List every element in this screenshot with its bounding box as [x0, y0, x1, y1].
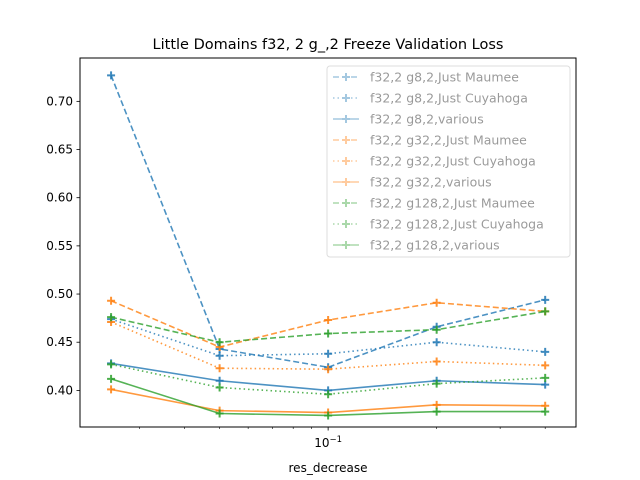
data-point [432, 357, 441, 366]
data-point [324, 329, 333, 338]
data-point [541, 307, 550, 316]
series-line [110, 363, 546, 396]
legend-marker [342, 199, 350, 207]
data-point [215, 383, 224, 392]
y-tick-label: 0.50 [46, 287, 73, 301]
y-tick-label: 0.55 [46, 239, 73, 253]
data-point [324, 365, 333, 374]
series-5 [107, 317, 550, 374]
legend-entry: f32,2 g8,2,various [333, 112, 484, 127]
data-point [215, 364, 224, 373]
legend-entry: f32,2 g8,2,Just Maumee [333, 70, 519, 85]
data-point [541, 380, 550, 389]
data-point [107, 313, 116, 322]
series-4 [107, 296, 550, 352]
y-tick-label: 0.45 [46, 335, 73, 349]
legend-label: f32,2 g8,2,Just Maumee [370, 70, 519, 85]
data-point [324, 411, 333, 420]
y-tick-label: 0.70 [46, 94, 73, 108]
legend-label: f32,2 g8,2,Just Cuyahoga [370, 91, 528, 106]
legend-label: f32,2 g32,2,Just Maumee [370, 133, 527, 148]
data-point [107, 385, 116, 394]
legend-marker [342, 241, 350, 249]
data-point [541, 407, 550, 416]
data-point [541, 347, 550, 356]
x-axis-label: res_decrease [289, 461, 368, 475]
data-point [432, 325, 441, 334]
legend-entry: f32,2 g128,2,various [333, 238, 500, 253]
y-tick-label: 0.65 [46, 143, 73, 157]
data-point [107, 296, 116, 305]
data-point [432, 338, 441, 347]
legend-marker [342, 157, 350, 165]
data-point [215, 409, 224, 418]
data-point [215, 338, 224, 347]
legend-label: f32,2 g128,2,Just Maumee [370, 196, 535, 211]
y-tick-label: 0.40 [46, 383, 73, 397]
legend-entry: f32,2 g32,2,various [333, 175, 492, 190]
data-point [432, 407, 441, 416]
legend-entry: f32,2 g32,2,Just Maumee [333, 133, 527, 148]
legend-marker [342, 73, 350, 81]
legend-marker [342, 94, 350, 102]
data-point [432, 379, 441, 388]
legend-label: f32,2 g128,2,various [370, 238, 500, 253]
data-point [324, 390, 333, 399]
data-point [215, 351, 224, 360]
legend-marker [342, 178, 350, 186]
series-8 [107, 360, 550, 399]
data-point [215, 376, 224, 385]
data-point [432, 400, 441, 409]
legend: f32,2 g8,2,Just Maumee f32,2 g8,2,Just Cu… [326, 65, 571, 258]
legend-label: f32,2 g128,2,Just Cuyahoga [370, 217, 544, 232]
plot-area [107, 71, 550, 420]
data-point [324, 316, 333, 325]
legend-entry: f32,2 g128,2,Just Cuyahoga [333, 217, 544, 232]
legend-marker [342, 220, 350, 228]
y-tick-label: 0.60 [46, 191, 73, 205]
data-point [324, 349, 333, 358]
legend-label: f32,2 g32,2,Just Cuyahoga [370, 154, 536, 169]
series-9 [107, 374, 550, 420]
legend-box [326, 65, 571, 258]
series-7 [107, 307, 550, 347]
legend-entry: f32,2 g32,2,Just Cuyahoga [333, 154, 536, 169]
data-point [107, 71, 116, 80]
data-point [541, 373, 550, 382]
data-point [432, 298, 441, 307]
data-point [107, 360, 116, 369]
data-point [541, 361, 550, 370]
legend-label: f32,2 g8,2,various [370, 112, 484, 127]
data-point [107, 374, 116, 383]
legend-marker [342, 136, 350, 144]
legend-entry: f32,2 g8,2,Just Cuyahoga [333, 91, 528, 106]
legend-label: f32,2 g32,2,various [370, 175, 492, 190]
legend-entry: f32,2 g128,2,Just Maumee [333, 196, 535, 211]
legend-marker [342, 115, 350, 123]
chart-title: Little Domains f32, 2 g_,2 Freeze Valida… [153, 37, 504, 53]
data-point [541, 295, 550, 304]
